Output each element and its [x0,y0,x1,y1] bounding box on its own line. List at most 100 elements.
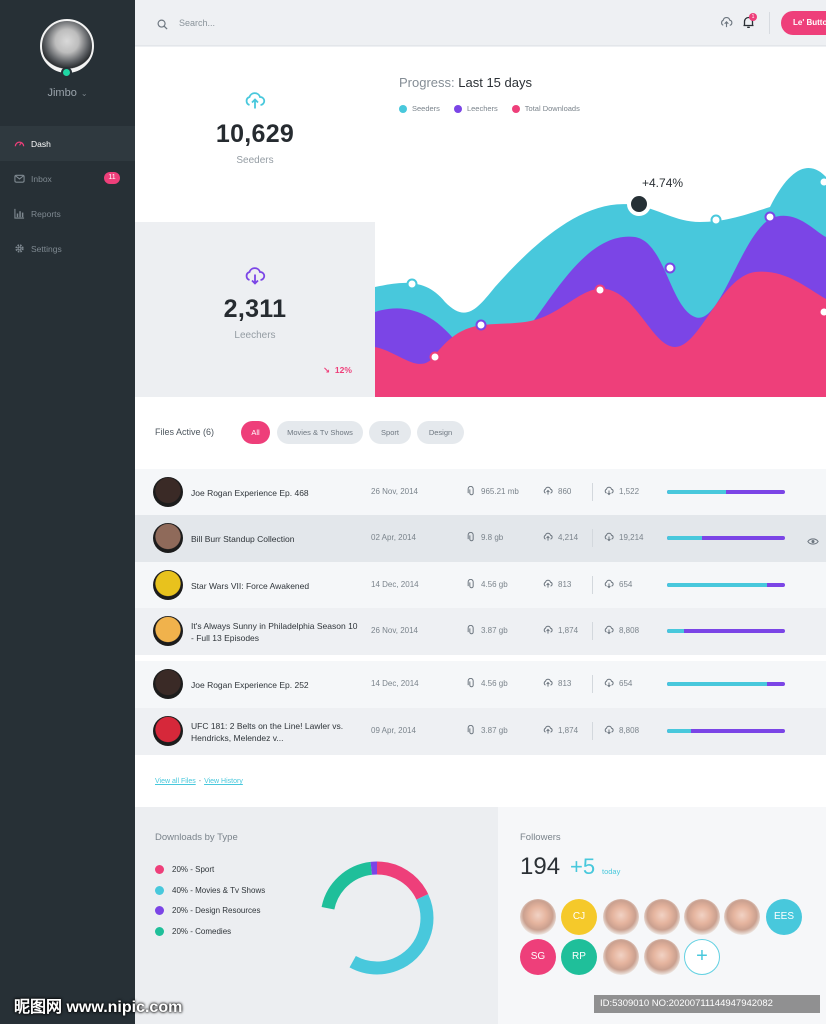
sidebar: Jimbo ⌄ Dash Inbox 11 Reports Settings [0,0,135,1024]
cloud-download-icon [604,579,614,589]
legend-item-seeders[interactable]: Seeders [399,104,440,113]
file-thumbnail [153,570,183,600]
progress-fill [667,583,768,587]
paperclip-icon [467,579,476,589]
follower-avatar[interactable] [603,899,639,935]
file-size-value: 9.8 gb [481,532,504,542]
search-input[interactable] [179,14,379,32]
file-row[interactable]: Bill Burr Standup Collection 02 Apr, 2014… [135,515,826,562]
cloud-download-icon [604,486,614,496]
legend-dot [155,906,164,916]
filter-chip-all[interactable]: All [241,421,270,444]
cloud-upload-icon [543,625,553,635]
sidebar-item-settings[interactable]: Settings [0,231,135,266]
file-name[interactable]: Joe Rogan Experience Ep. 252 [191,679,309,690]
donut-slice[interactable] [320,861,434,975]
progress-chart: +4.74% Progress: Last 15 days Seeders Le… [375,47,826,397]
user-avatar[interactable] [40,19,94,78]
seeders-label: Seeders [236,155,274,166]
data-point[interactable] [710,214,722,226]
file-name[interactable]: Bill Burr Standup Collection [191,533,295,544]
link-separator: - [198,778,202,785]
file-seeders-value: 1,874 [558,725,579,735]
file-thumbnail [153,616,183,646]
avatar[interactable] [40,19,94,73]
file-name[interactable]: It's Always Sunny in Philadelphia Season… [191,620,358,643]
chart-title-range: Last 15 days [458,75,532,90]
file-progress-bar [667,629,785,633]
data-point[interactable] [664,262,676,274]
follower-avatar[interactable] [684,899,720,935]
legend-label: 20% - Comedies [172,926,232,936]
follower-avatar[interactable] [644,899,680,935]
user-menu[interactable]: Jimbo ⌄ [0,87,135,99]
legend-item-total-downloads[interactable]: Total Downloads [511,104,580,113]
file-size: 4.56 gb [467,678,508,688]
downloads-donut-chart [320,861,434,975]
eye-icon[interactable] [807,533,819,551]
seeders-count: 10,629 [215,120,295,148]
file-size-value: 965.21 mb [481,486,519,496]
file-size: 4.56 gb [467,579,508,589]
follower-avatar-initials[interactable]: CJ [561,899,597,935]
follower-avatar-initials[interactable]: SG [520,939,556,975]
search-icon[interactable] [157,17,168,35]
follower-avatar[interactable] [603,939,639,975]
file-row[interactable]: Joe Rogan Experience Ep. 252 14 Dec, 2014… [135,661,826,708]
cloud-download-icon [244,266,266,291]
add-follower-button[interactable]: + [684,939,720,975]
file-row[interactable]: Star Wars VII: Force Awakened 14 Dec, 201… [135,562,826,609]
file-row[interactable]: It's Always Sunny in Philadelphia Season… [135,608,826,655]
filter-chip-movies[interactable]: Movies & Tv Shows [277,421,363,444]
data-point[interactable] [818,176,826,188]
upload-icon[interactable] [720,16,733,34]
follower-avatar[interactable] [520,899,556,935]
data-point[interactable] [764,211,776,223]
follower-avatar[interactable] [724,899,760,935]
sidebar-item-inbox[interactable]: Inbox 11 [0,161,135,196]
file-date: 26 Nov, 2014 [371,487,418,496]
data-point[interactable] [818,306,826,318]
username-label[interactable]: Jimbo [47,87,77,99]
inbox-icon [13,173,25,185]
data-point[interactable] [594,284,606,296]
file-size-value: 4.56 gb [481,579,508,589]
file-leechers-value: 654 [619,678,633,688]
legend-label: Leechers [466,104,498,113]
sidebar-item-dash[interactable]: Dash [0,126,135,161]
legend-dot [155,864,164,874]
data-point[interactable] [475,319,487,331]
file-leechers-value: 8,808 [619,625,640,635]
file-name[interactable]: Star Wars VII: Force Awakened [191,580,310,591]
chevron-down-icon[interactable]: ⌄ [80,89,88,98]
divider [592,576,593,594]
sidebar-item-reports[interactable]: Reports [0,196,135,231]
leechers-label: Leechers [234,330,276,341]
view-history-link[interactable]: View History [204,778,243,785]
file-row[interactable]: UFC 181: 2 Belts on the Line! Lawler vs.… [135,708,826,755]
highlight-point[interactable] [627,192,651,216]
file-name[interactable]: Joe Rogan Experience Ep. 468 [191,487,309,498]
divider [592,622,593,640]
donut-slice[interactable] [320,861,434,975]
follower-avatar-initials[interactable]: EES [766,899,802,935]
file-thumbnail [153,716,183,746]
follower-avatar-initials[interactable]: RP [561,939,597,975]
file-row[interactable]: Joe Rogan Experience Ep. 468 26 Nov, 2014… [135,469,826,516]
data-point[interactable] [429,351,441,363]
progress-chart-svg: +4.74% [375,167,826,397]
data-point[interactable] [406,278,418,290]
files-active-section: Files Active (6) All Movies & Tv Shows S… [135,397,826,807]
series-total-downloads-area [375,271,826,397]
filter-chip-design[interactable]: Design [417,421,464,444]
legend-item-leechers[interactable]: Leechers [453,104,498,113]
file-name[interactable]: UFC 181: 2 Belts on the Line! Lawler vs.… [191,720,344,743]
file-date: 09 Apr, 2014 [371,726,416,735]
chart-annotation: +4.74% [642,176,683,190]
le-button[interactable]: Le' Button [781,11,826,35]
filter-chip-sport[interactable]: Sport [369,421,411,444]
follower-avatar[interactable] [644,939,680,975]
cloud-upload-icon [543,678,553,688]
cloud-upload-icon [543,486,553,496]
view-all-files-link[interactable]: View all Files [155,778,196,785]
